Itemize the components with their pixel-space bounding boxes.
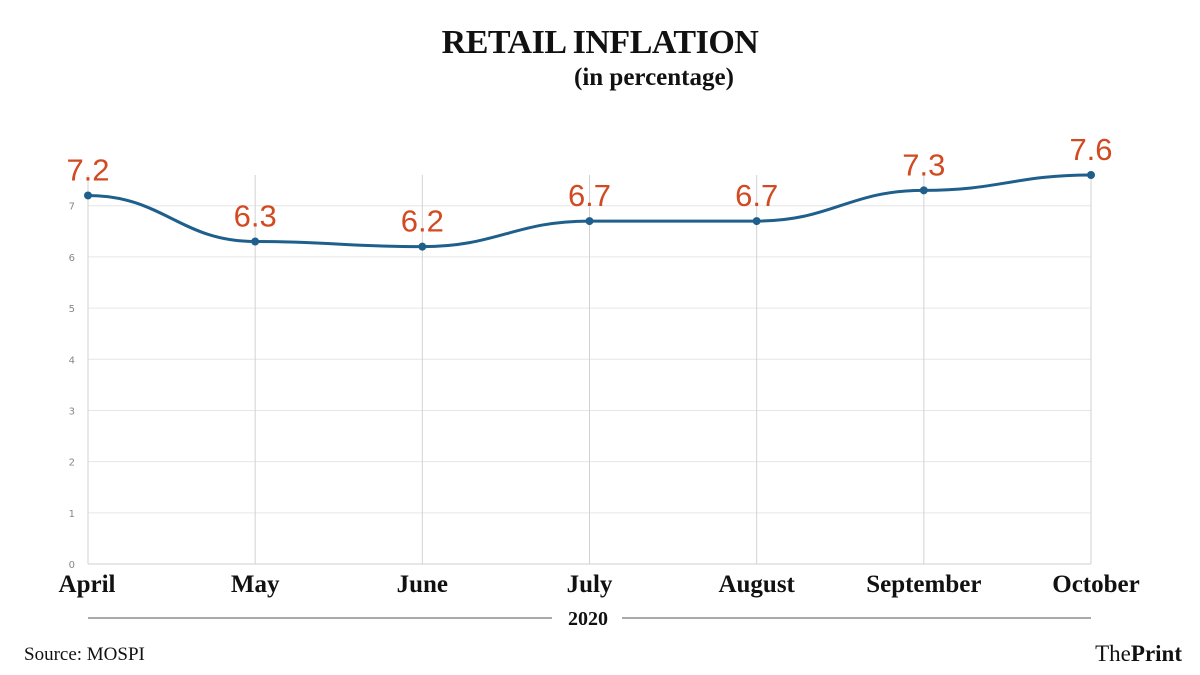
data-point	[418, 242, 427, 251]
y-tick-label: 1	[69, 509, 75, 520]
data-label: 7.6	[1069, 132, 1112, 167]
x-axis-title: 2020	[568, 608, 608, 630]
x-tick-label: April	[59, 571, 116, 598]
y-axis-ticks: 0 1 2 3 4 5 6 7	[69, 202, 75, 571]
y-tick-label: 7	[69, 202, 75, 213]
y-tick-label: 0	[69, 560, 75, 571]
brand-logo: ThePrint	[1095, 641, 1182, 666]
data-label: 6.3	[234, 199, 277, 234]
y-tick-label: 4	[69, 355, 75, 366]
data-point	[251, 237, 260, 246]
x-tick-label: October	[1052, 571, 1139, 598]
y-tick-label: 2	[69, 458, 75, 469]
x-tick-label: May	[231, 571, 280, 598]
data-point	[585, 217, 594, 226]
source-note: Source: MOSPI	[24, 644, 145, 665]
x-tick-label: June	[397, 571, 448, 598]
data-label: 6.7	[735, 178, 778, 213]
y-tick-label: 6	[69, 253, 75, 264]
data-label: 7.2	[66, 152, 109, 187]
data-point	[919, 186, 928, 195]
x-axis-categories: April May June July August September October	[59, 571, 1140, 598]
y-tick-label: 5	[69, 304, 75, 315]
vertical-gridlines	[87, 175, 1092, 564]
x-tick-label: August	[718, 571, 795, 598]
data-point	[1087, 171, 1095, 179]
y-tick-label: 3	[69, 406, 75, 417]
data-label: 6.7	[568, 178, 611, 213]
chart-subtitle: (in percentage)	[574, 64, 734, 91]
data-point	[752, 217, 761, 226]
data-labels: 7.2 6.3 6.2 6.7 6.7 7.3 7.6	[66, 132, 1112, 239]
chart-title: RETAIL INFLATION	[441, 24, 759, 61]
data-label: 6.2	[401, 204, 444, 239]
data-points	[84, 171, 1095, 251]
x-tick-label: July	[567, 571, 613, 598]
data-point	[84, 191, 92, 200]
data-label: 7.3	[902, 147, 945, 182]
x-tick-label: September	[866, 571, 981, 598]
